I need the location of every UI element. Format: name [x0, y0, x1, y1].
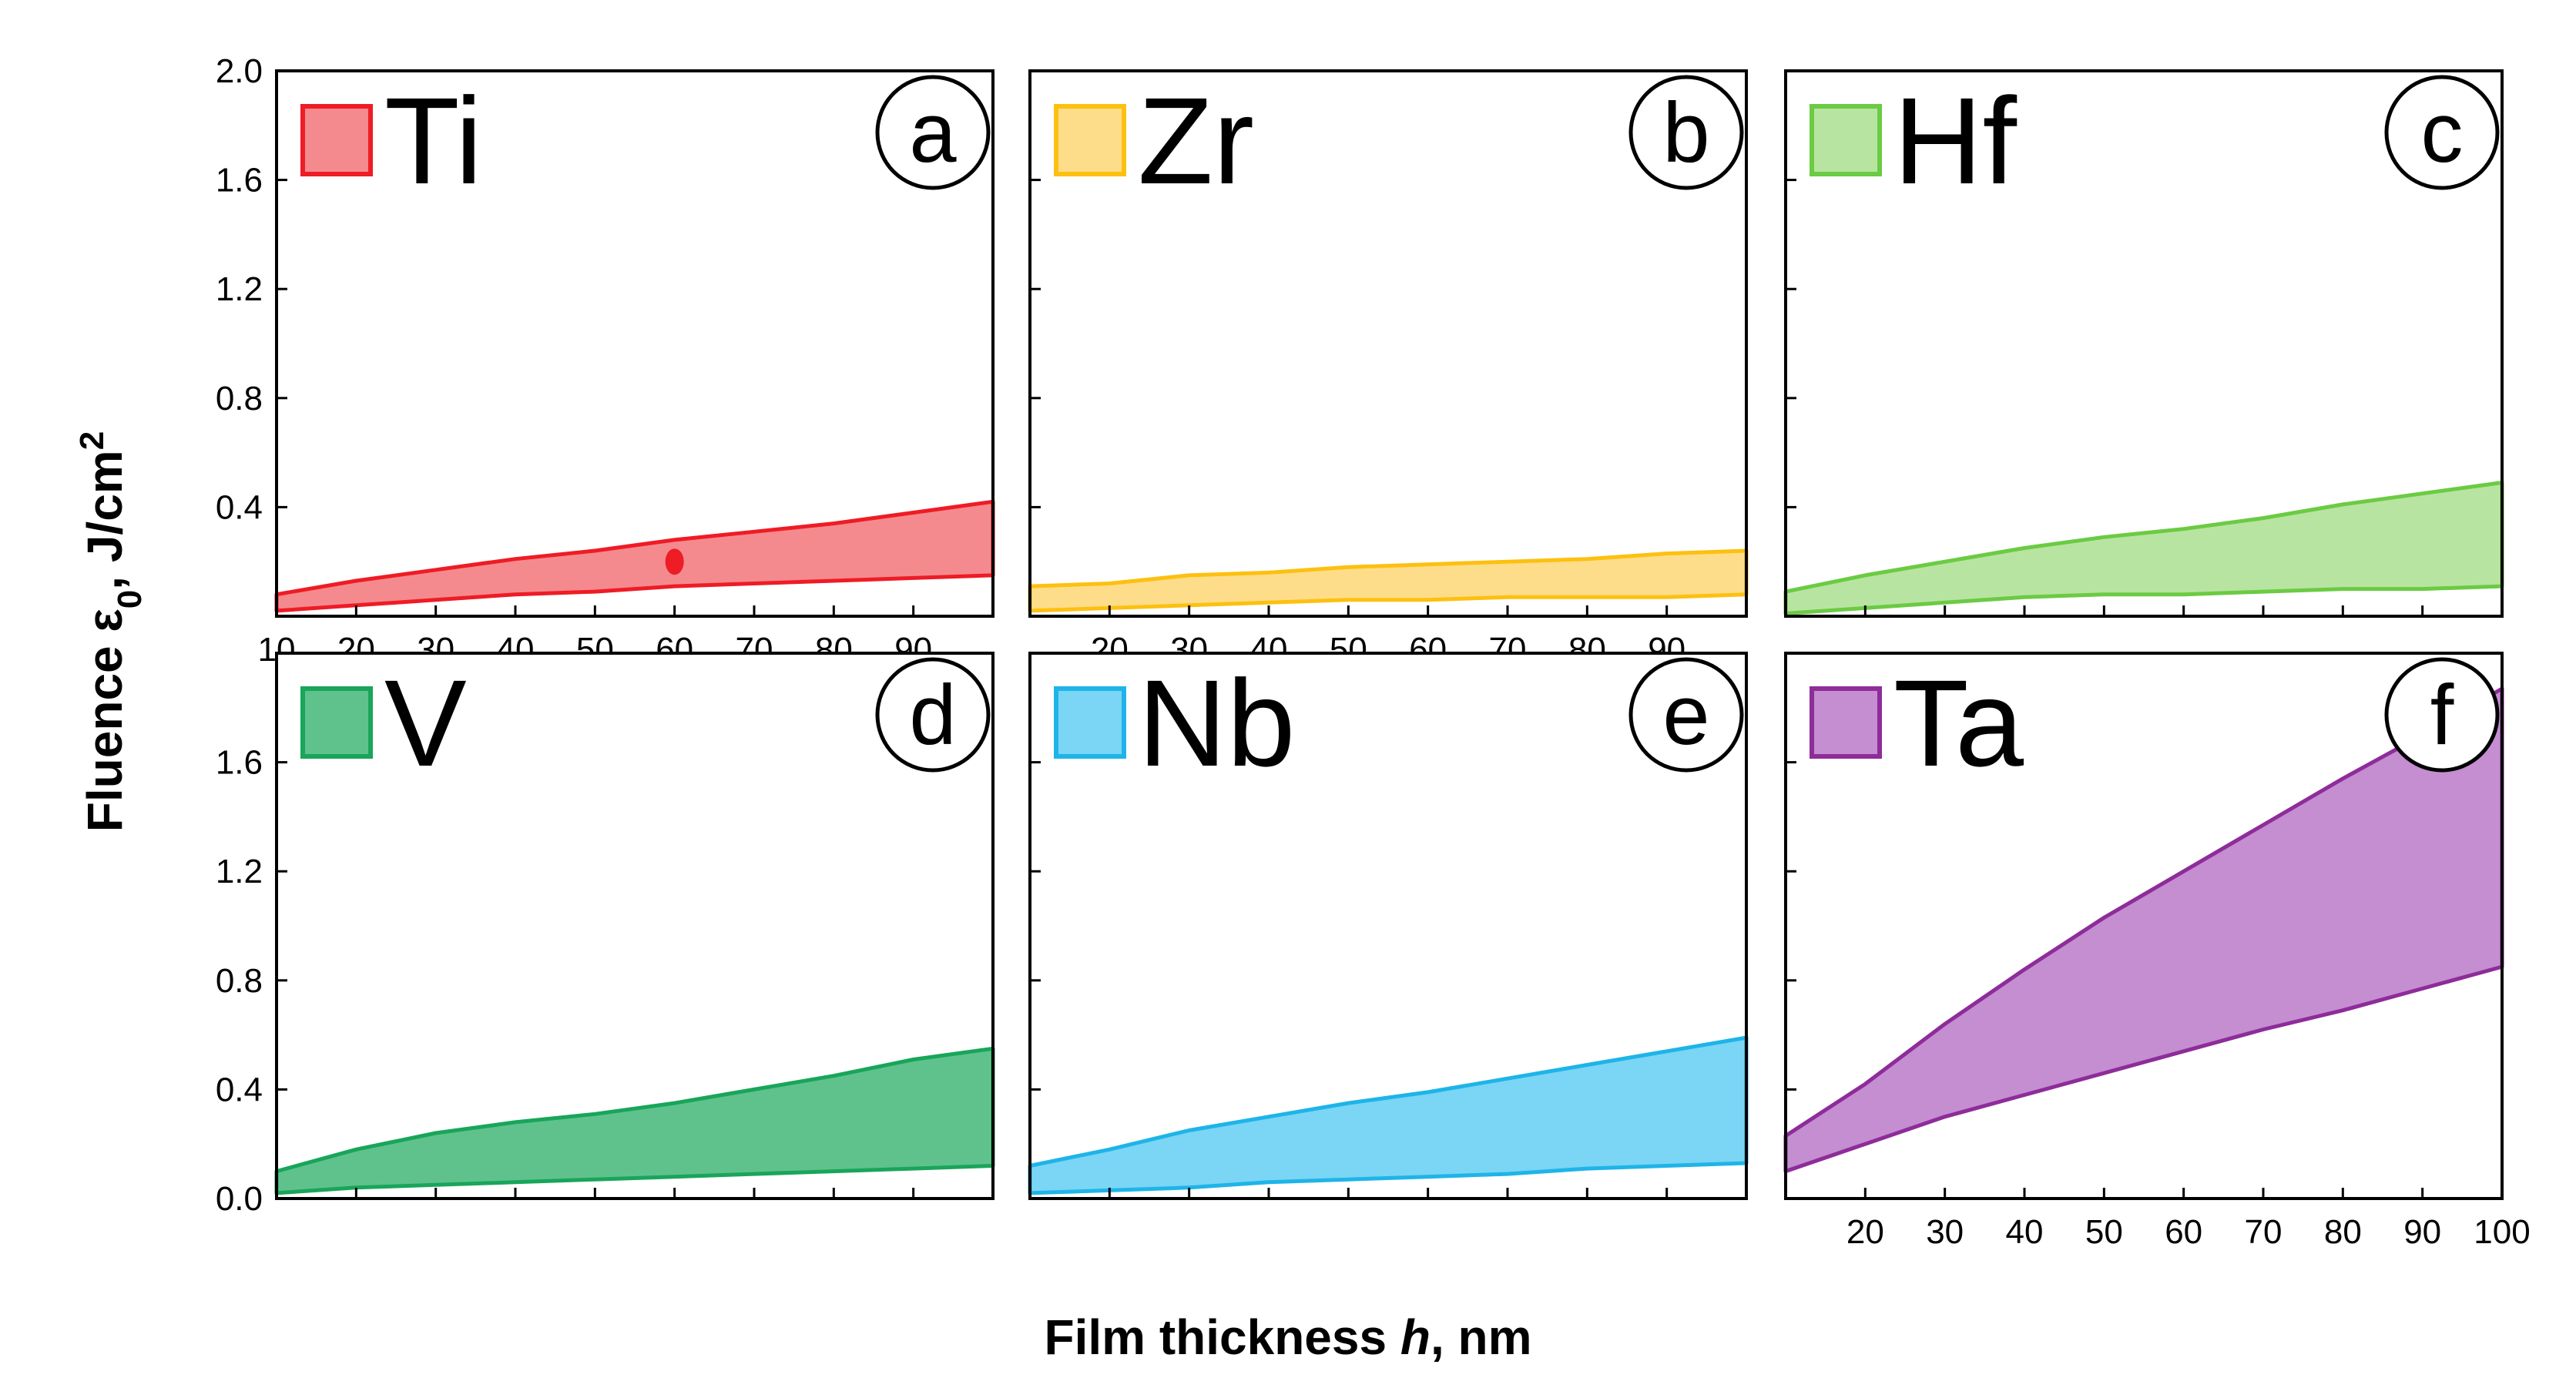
y-tick-label: 0.8 — [216, 380, 263, 417]
panel-letter: f — [2430, 668, 2454, 763]
legend-label-hf: Hf — [1893, 72, 2018, 210]
x-tick-label: 60 — [2165, 1213, 2202, 1251]
x-axis-title-variable: h — [1400, 1309, 1431, 1365]
panel-letter-circle — [1628, 657, 1744, 773]
panel-letter-circle — [1628, 75, 1744, 190]
x-tick-label: 20 — [1846, 1213, 1884, 1251]
legend-label-nb: Nb — [1138, 654, 1296, 792]
panel-letter: a — [909, 85, 957, 180]
plot-frame — [1028, 652, 1748, 1200]
legend-swatch — [300, 686, 373, 759]
y-axis-title: Fluence ε0, J/cm2 — [73, 431, 149, 832]
y-axis-title-subscript: 0 — [111, 590, 149, 609]
x-tick-label: 40 — [2006, 1213, 2044, 1251]
legend-swatch — [1810, 686, 1882, 759]
plot-frame — [1028, 69, 1748, 618]
x-tick-label: 30 — [1926, 1213, 1964, 1251]
panel-letter: e — [1662, 668, 1709, 763]
y-axis-title-superscript: 2 — [73, 431, 111, 450]
y-tick-label: 1.6 — [216, 162, 263, 199]
x-axis-title-main: Film thickness — [1044, 1309, 1400, 1365]
panel-letter-circle — [2384, 657, 2500, 773]
y-tick-label: 2.0 — [216, 52, 263, 90]
x-tick-label: 70 — [2245, 1213, 2283, 1251]
plot-frame — [275, 652, 995, 1200]
legend-swatch — [1054, 104, 1126, 176]
panel-letter-circle — [875, 657, 991, 773]
panel-letter-circle — [875, 75, 991, 190]
x-tick-label: 90 — [2403, 1213, 2441, 1251]
y-tick-label: 1.6 — [216, 744, 263, 782]
y-axis-title-main: Fluence ε — [77, 609, 132, 832]
legend-label-ti: Ti — [384, 72, 482, 210]
legend-swatch — [1810, 104, 1882, 176]
y-tick-label: 1.2 — [216, 853, 263, 890]
y-tick-label: 0.0 — [216, 1180, 263, 1218]
plot-frame — [1784, 69, 2504, 618]
x-tick-label: 80 — [2324, 1213, 2362, 1251]
plot-frame — [275, 69, 995, 618]
panel-letter: b — [1662, 85, 1709, 180]
panel-e: Nb e — [1028, 652, 1749, 1200]
panel-letter: d — [909, 668, 956, 763]
y-tick-label: 0.8 — [216, 962, 263, 1000]
x-tick-label: 50 — [2085, 1213, 2123, 1251]
panel-letter-circle — [2384, 75, 2500, 190]
panel-letter: c — [2421, 85, 2464, 180]
panel-c: Hf c — [1783, 69, 2504, 618]
legend-label-zr: Zr — [1138, 72, 1254, 210]
plot-area — [1030, 71, 1746, 616]
x-axis-title-unit: , nm — [1431, 1309, 1532, 1365]
legend-label-ta: Ta — [1893, 654, 2024, 792]
y-tick-label: 0.4 — [216, 488, 263, 526]
plot-frame — [1784, 652, 2504, 1200]
legend-swatch — [1054, 686, 1126, 759]
panel-f: 20 30 40 50 60 70 80 90 100 Ta f — [1783, 652, 2531, 1251]
legend-label-v: V — [384, 654, 467, 792]
data-point-marker — [665, 548, 684, 575]
x-tick-label: 100 — [2474, 1213, 2530, 1251]
y-axis-title-unit: , J/cm — [77, 450, 132, 589]
x-axis-title: Film thickness h, nm — [1044, 1309, 1531, 1365]
legend-swatch — [300, 104, 373, 176]
y-tick-label: 0.4 — [216, 1071, 263, 1108]
y-tick-label: 1.2 — [216, 270, 263, 308]
